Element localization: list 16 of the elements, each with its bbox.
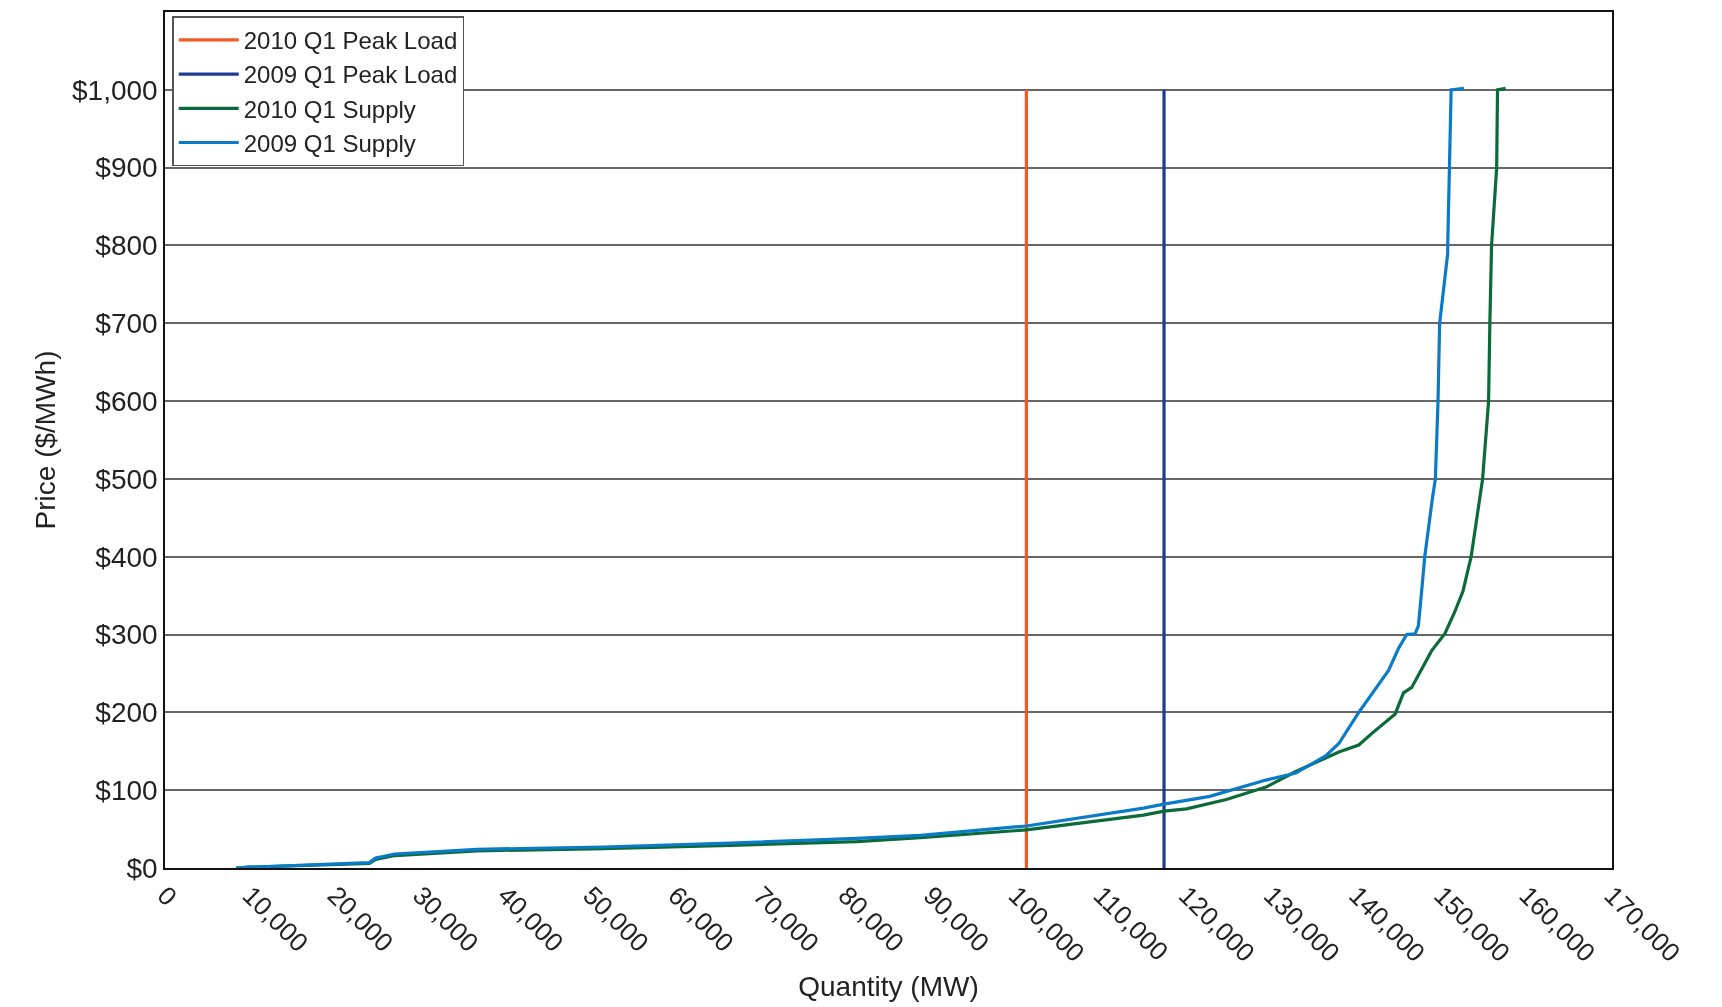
y-tick-label: $200 [95,697,158,729]
legend-label: 2010 Q1 Peak Load [243,27,458,55]
y-tick-label: $100 [95,774,158,806]
y-tick-label: $500 [95,463,158,495]
x-axis-title: Quantity (MW) [798,971,979,1003]
y-tick-label: $900 [95,152,158,184]
y-tick-label: $700 [95,308,158,340]
y-axis-title: Price ($/MWh) [30,350,62,530]
legend-label: 2009 Q1 Peak Load [243,61,458,89]
y-tick-label: $600 [95,385,158,417]
legend-label: 2009 Q1 Supply [243,129,416,157]
y-tick-label: $800 [95,230,158,262]
y-tick-label: $400 [95,541,158,573]
y-tick-label: $300 [95,619,158,651]
legend-label: 2010 Q1 Supply [243,95,416,123]
y-tick-label: $1,000 [72,74,158,106]
